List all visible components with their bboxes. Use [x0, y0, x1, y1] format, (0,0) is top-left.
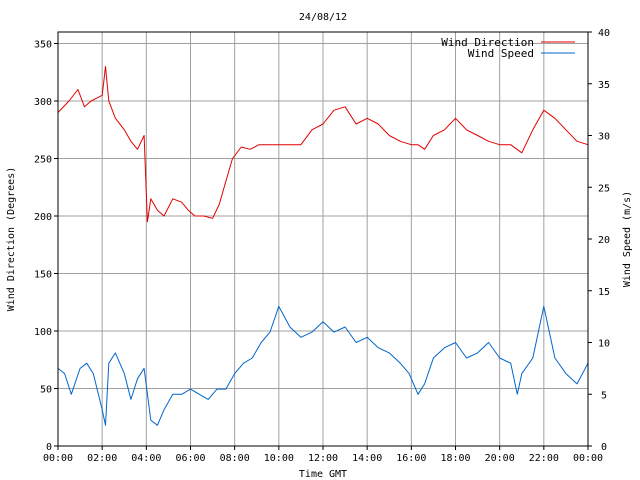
y-right-tick-label: 15 [598, 287, 610, 298]
x-tick-label: 08:00 [220, 453, 250, 464]
y-right-tick-label: 30 [598, 132, 610, 143]
x-tick-label: 10:00 [264, 453, 294, 464]
right-axis-title: Wind Speed (m/s) [622, 191, 633, 287]
y-right-tick-label: 25 [598, 183, 610, 194]
x-tick-label: 14:00 [352, 453, 382, 464]
series-layer [57, 66, 589, 426]
x-tick-label: 20:00 [485, 453, 515, 464]
x-tick-label: 16:00 [396, 453, 426, 464]
x-axis-title: Time GMT [299, 469, 347, 480]
chart-title: 24/08/12 [299, 12, 347, 23]
y-right-tick-label: 10 [598, 339, 610, 350]
y-right-tick-label: 0 [601, 442, 607, 453]
x-tick-label: 22:00 [529, 453, 559, 464]
wind-direction-line [57, 66, 589, 223]
x-tick-label: 04:00 [131, 453, 161, 464]
y-right-tick-label: 5 [601, 390, 607, 401]
y-right-tick-label: 40 [598, 28, 610, 39]
x-tick-label: 00:00 [43, 453, 73, 464]
legend-label-direction: Wind Direction [441, 36, 534, 49]
y-left-tick-label: 200 [34, 212, 52, 223]
x-tick-label: 00:00 [573, 453, 603, 464]
x-tick-label: 06:00 [175, 453, 205, 464]
y-left-tick-label: 250 [34, 155, 52, 166]
x-tick-label: 02:00 [87, 453, 117, 464]
y-right-tick-label: 35 [598, 80, 610, 91]
y-left-tick-label: 50 [40, 385, 52, 396]
legend-label-speed: Wind Speed [468, 47, 534, 60]
wind-speed-line [57, 305, 589, 426]
y-left-tick-label: 350 [34, 40, 52, 51]
y-left-tick-label: 150 [34, 270, 52, 281]
left-axis-title: Wind Direction (Degrees) [6, 167, 17, 312]
grid-lines [57, 32, 589, 447]
x-tick-label: 18:00 [440, 453, 470, 464]
y-left-tick-label: 0 [46, 442, 52, 453]
y-right-tick-label: 20 [598, 235, 610, 246]
legend: Wind Direction Wind Speed [441, 36, 575, 60]
tick-labels: 00:00 02:00 04:00 06:00 08:00 10:00 12:00 14:00… [34, 28, 610, 464]
y-left-tick-label: 300 [34, 97, 52, 108]
y-left-tick-label: 100 [34, 327, 52, 338]
x-tick-label: 12:00 [308, 453, 338, 464]
